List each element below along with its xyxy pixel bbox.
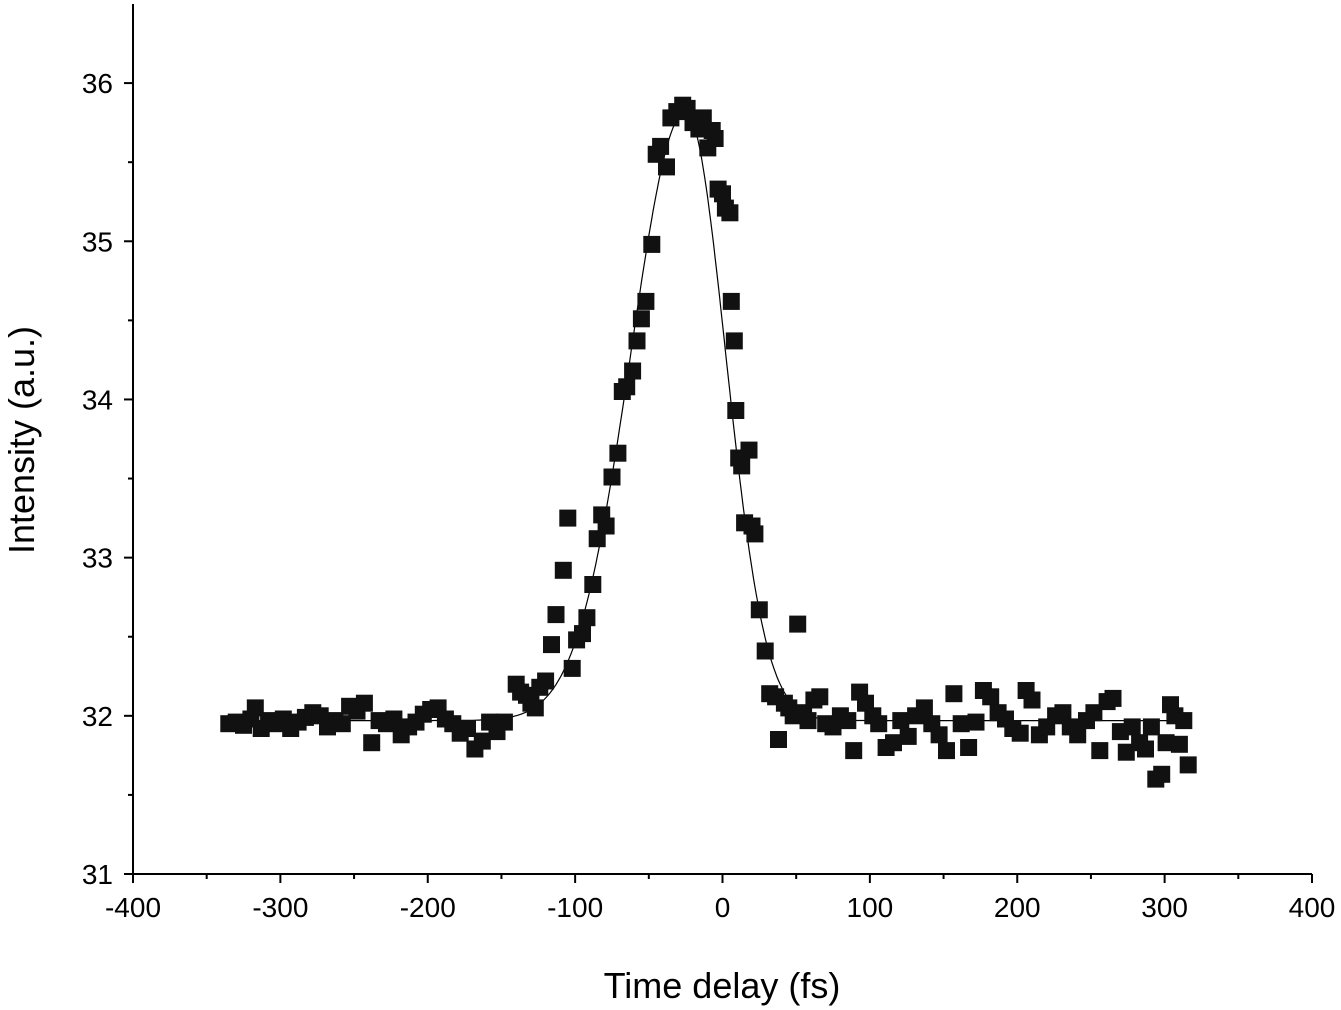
- data-point: [1124, 718, 1141, 735]
- data-point: [1180, 756, 1197, 773]
- x-tick-label: 400: [1289, 892, 1336, 923]
- data-point: [1175, 712, 1192, 729]
- data-point: [559, 510, 576, 527]
- data-point: [741, 442, 758, 459]
- x-tick-label: 100: [847, 892, 894, 923]
- data-point: [900, 728, 917, 745]
- data-point: [870, 715, 887, 732]
- data-point: [609, 445, 626, 462]
- data-point: [960, 739, 977, 756]
- data-point: [637, 293, 654, 310]
- x-tick-label: 200: [994, 892, 1041, 923]
- data-point: [789, 616, 806, 633]
- data-point: [578, 609, 595, 626]
- data-point: [527, 699, 544, 716]
- y-tick-label: 31: [82, 859, 113, 890]
- data-point: [1171, 736, 1188, 753]
- y-axis-title: Intensity (a.u.): [1, 326, 42, 554]
- x-tick-label: -200: [400, 892, 456, 923]
- data-point: [543, 636, 560, 653]
- data-point: [885, 734, 902, 751]
- data-point: [746, 525, 763, 542]
- fit-curve: [236, 112, 1182, 721]
- data-point: [629, 332, 646, 349]
- x-axis-title: Time delay (fs): [604, 965, 841, 1006]
- fit-curve-layer: [236, 112, 1182, 721]
- data-point: [356, 695, 373, 712]
- data-point: [618, 378, 635, 395]
- data-point: [574, 625, 591, 642]
- data-point: [658, 158, 675, 175]
- data-point: [845, 742, 862, 759]
- data-point: [721, 204, 738, 221]
- data-point: [892, 712, 909, 729]
- data-point: [652, 138, 669, 155]
- data-point: [945, 685, 962, 702]
- x-tick-label: 0: [715, 892, 731, 923]
- data-point: [811, 688, 828, 705]
- data-point: [598, 518, 615, 535]
- data-point: [633, 310, 650, 327]
- data-point: [604, 469, 621, 486]
- data-point: [1091, 742, 1108, 759]
- data-point: [1143, 718, 1160, 735]
- data-point: [474, 733, 491, 750]
- data-point: [459, 720, 476, 737]
- data-point: [723, 293, 740, 310]
- data-point: [496, 714, 513, 731]
- data-point: [968, 714, 985, 731]
- data-point: [363, 734, 380, 751]
- data-point: [757, 643, 774, 660]
- data-point: [982, 688, 999, 705]
- x-tick-label: -100: [547, 892, 603, 923]
- data-point: [584, 576, 601, 593]
- x-tick-label: -400: [105, 892, 161, 923]
- data-point: [1105, 690, 1122, 707]
- data-point: [726, 332, 743, 349]
- data-point: [707, 130, 724, 147]
- data-point: [385, 711, 402, 728]
- x-tick-label: -300: [252, 892, 308, 923]
- x-tick-label: 300: [1141, 892, 1188, 923]
- data-point: [624, 363, 641, 380]
- y-tick-label: 33: [82, 543, 113, 574]
- data-point: [770, 731, 787, 748]
- data-point: [931, 726, 948, 743]
- y-tick-label: 34: [82, 384, 113, 415]
- y-tick-label: 35: [82, 226, 113, 257]
- data-point: [733, 457, 750, 474]
- data-point: [1137, 741, 1154, 758]
- data-point: [1153, 766, 1170, 783]
- data-point: [800, 712, 817, 729]
- data-point: [727, 402, 744, 419]
- data-point: [1012, 725, 1029, 742]
- data-point: [555, 562, 572, 579]
- data-point: [916, 699, 933, 716]
- data-point: [564, 660, 581, 677]
- data-point: [334, 715, 351, 732]
- data-point: [1024, 692, 1041, 709]
- y-tick-label: 36: [82, 68, 113, 99]
- data-point: [548, 606, 565, 623]
- data-point: [938, 742, 955, 759]
- y-tick-label: 32: [82, 701, 113, 732]
- data-point: [751, 601, 768, 618]
- data-point: [839, 712, 856, 729]
- data-point: [953, 715, 970, 732]
- data-point: [537, 673, 554, 690]
- data-point: [643, 236, 660, 253]
